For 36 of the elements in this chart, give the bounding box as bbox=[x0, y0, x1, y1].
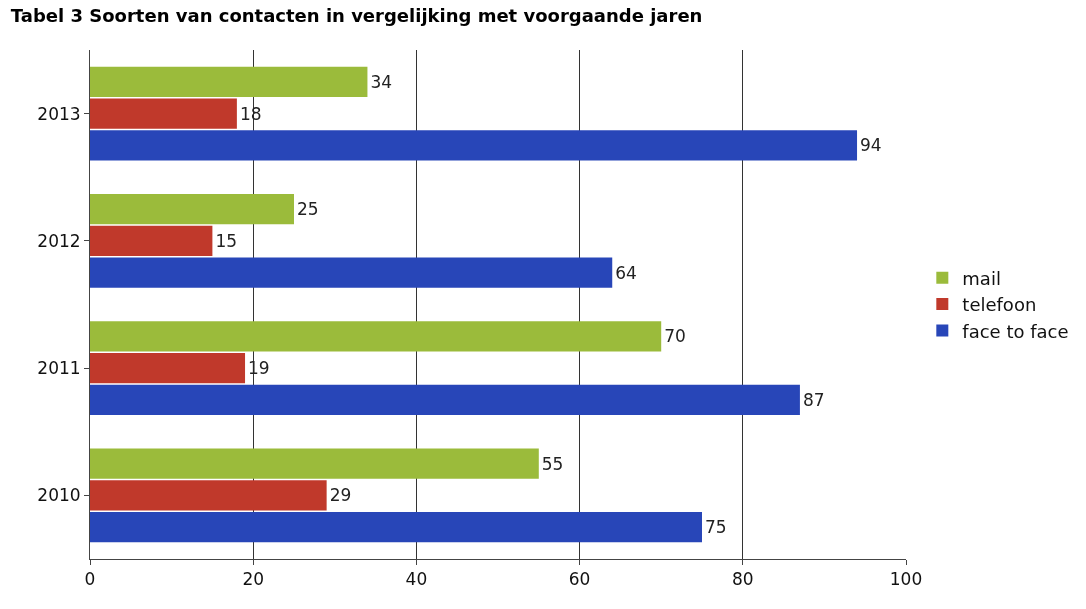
bar bbox=[90, 512, 702, 543]
data-label: 70 bbox=[664, 326, 686, 347]
data-label: 94 bbox=[860, 135, 882, 156]
bar bbox=[90, 384, 800, 416]
data-label: 75 bbox=[705, 517, 727, 538]
data-label: 55 bbox=[541, 453, 564, 474]
bar bbox=[90, 193, 294, 225]
y-tick-label: 2012 bbox=[37, 230, 81, 251]
data-label: 87 bbox=[802, 389, 825, 410]
bar bbox=[90, 225, 213, 256]
chart-title: Tabel 3 Soorten van contacten in vergelijking met voorgaande jaren bbox=[10, 4, 703, 26]
bar bbox=[90, 448, 539, 479]
bar bbox=[90, 480, 327, 511]
x-tick-label: 40 bbox=[405, 569, 428, 590]
y-tick-label: 2010 bbox=[37, 485, 81, 506]
bar bbox=[90, 130, 858, 161]
y-tick-label: 2013 bbox=[37, 103, 81, 124]
y-tick-label: 2011 bbox=[37, 358, 81, 379]
x-tick-label: 60 bbox=[568, 569, 591, 590]
x-tick-label: 20 bbox=[242, 569, 265, 590]
data-label: 34 bbox=[370, 71, 393, 92]
legend-label: telefoon bbox=[962, 294, 1037, 316]
x-tick-label: 0 bbox=[84, 569, 96, 590]
data-label: 15 bbox=[215, 230, 238, 251]
data-label: 25 bbox=[297, 199, 319, 220]
legend-label: face to face bbox=[962, 320, 1069, 342]
bar bbox=[90, 257, 613, 288]
x-tick-label: 80 bbox=[731, 569, 754, 590]
bar bbox=[90, 321, 662, 352]
bar bbox=[90, 98, 237, 129]
x-tick-label: 100 bbox=[889, 569, 923, 590]
bar bbox=[90, 353, 246, 384]
data-label: 64 bbox=[615, 262, 637, 283]
data-label: 29 bbox=[329, 485, 352, 506]
bar bbox=[90, 66, 368, 97]
legend-label: mail bbox=[962, 267, 1001, 289]
